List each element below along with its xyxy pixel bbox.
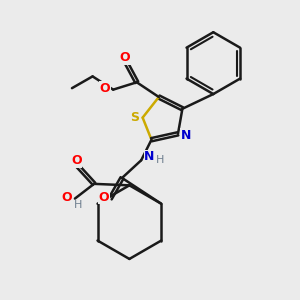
Text: H: H [156, 155, 164, 165]
Text: O: O [98, 190, 109, 204]
Text: H: H [74, 200, 82, 210]
Text: N: N [144, 150, 154, 163]
Text: O: O [120, 51, 130, 64]
Text: O: O [61, 190, 72, 204]
Text: N: N [181, 129, 191, 142]
Text: O: O [100, 82, 110, 95]
Text: S: S [130, 111, 139, 124]
Text: O: O [71, 154, 82, 167]
